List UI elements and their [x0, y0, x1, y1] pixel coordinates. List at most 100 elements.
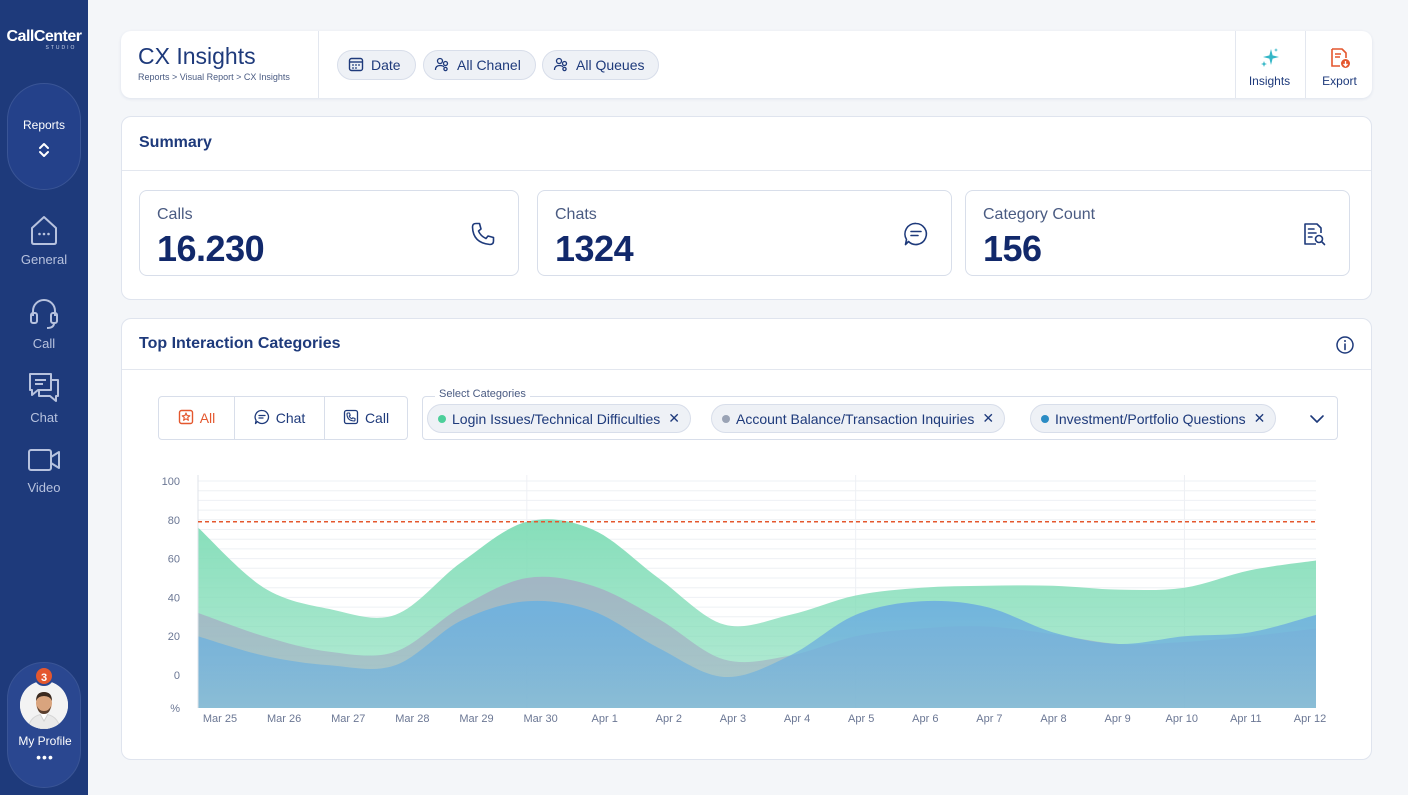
category-select-label: Select Categories — [435, 388, 530, 400]
breadcrumb[interactable]: Reports > Visual Report > CX Insights — [138, 72, 290, 82]
stat-label: Calls — [157, 206, 193, 223]
stat-card-category-count: Category Count 156 — [965, 190, 1350, 276]
export-button[interactable]: Export — [1305, 31, 1373, 98]
interaction-area-chart: 100 80 60 40 20 0% Mar 25 Mar 26 Mar 27 Mar 28 Mar… — [162, 475, 1326, 725]
users-icon — [553, 56, 576, 75]
y-tick-label: 80 — [168, 515, 180, 527]
stat-card-chats: Chats 1324 — [537, 190, 952, 276]
page-title: CX Insights — [138, 43, 256, 69]
channel-option-label: Call — [364, 410, 390, 426]
x-tick-label: Mar 28 — [395, 713, 429, 725]
channel-toggle: All Chat Call — [158, 396, 408, 440]
sidebar-item-label: Call — [32, 336, 56, 351]
y-tick-label: 40 — [168, 592, 180, 604]
x-tick-label: Apr 8 — [1040, 713, 1066, 725]
notification-badge: 3 — [34, 666, 54, 686]
phone-icon — [343, 409, 365, 428]
sidebar-item-label: Chat — [30, 410, 58, 425]
logo-text: CallCenter — [6, 28, 82, 45]
profile-label: My Profile — [18, 734, 72, 748]
category-tag-label: Login Issues/Technical Difficulties — [452, 410, 661, 427]
category-select[interactable]: Select Categories Login Issues/Technical… — [422, 388, 1338, 440]
reports-switcher[interactable]: Reports — [7, 83, 81, 190]
x-tick-label: Apr 6 — [912, 713, 938, 725]
x-tick-label: Apr 12 — [1294, 713, 1326, 725]
video-icon — [0, 446, 88, 474]
category-color-dot — [1041, 414, 1049, 423]
export-label: Export — [1322, 74, 1357, 88]
close-icon[interactable]: ✕ — [1253, 410, 1266, 426]
close-icon[interactable]: ✕ — [668, 410, 681, 426]
x-tick-label: Mar 27 — [331, 713, 365, 725]
sidebar-item-chat[interactable]: Chat — [0, 370, 88, 425]
y-tick-label: % — [170, 703, 180, 715]
channel-option-all[interactable]: All — [159, 397, 235, 439]
sidebar-item-call[interactable]: Call — [0, 296, 88, 351]
message-icon — [254, 409, 276, 428]
chevron-down-icon[interactable] — [1309, 411, 1325, 432]
reports-label: Reports — [22, 118, 66, 132]
category-color-dot — [438, 414, 446, 423]
x-tick-label: Apr 3 — [720, 713, 746, 725]
y-tick-label: 20 — [168, 631, 180, 643]
x-tick-label: Mar 29 — [459, 713, 493, 725]
x-tick-label: Mar 25 — [203, 713, 237, 725]
category-tag-label: Investment/Portfolio Questions — [1055, 410, 1246, 427]
info-icon[interactable] — [1335, 335, 1355, 360]
more-options-icon[interactable]: ••• — [36, 749, 54, 765]
stat-value: 16.230 — [157, 228, 265, 269]
categories-header: Top Interaction Categories — [122, 319, 1371, 370]
home-icon — [0, 214, 88, 246]
x-tick-label: Apr 10 — [1166, 713, 1198, 725]
date-filter-button[interactable]: Date — [337, 50, 416, 80]
stat-value: 156 — [983, 228, 1042, 269]
sidebar: CallCenter STUDIO Reports General Call C… — [0, 0, 88, 795]
filter-label: All Queues — [576, 57, 645, 73]
category-color-dot — [722, 414, 730, 423]
y-tick-label: 60 — [168, 554, 180, 566]
x-tick-label: Apr 4 — [784, 713, 810, 725]
x-tick-label: Apr 9 — [1104, 713, 1130, 725]
insights-label: Insights — [1248, 74, 1291, 88]
x-tick-label: Apr 1 — [592, 713, 618, 725]
summary-title: Summary — [139, 134, 212, 151]
channel-filter-button[interactable]: All Chanel — [423, 50, 536, 80]
x-tick-label: Apr 7 — [976, 713, 1002, 725]
categories-title: Top Interaction Categories — [139, 335, 341, 352]
channel-option-call[interactable]: Call — [325, 397, 407, 439]
category-tag: Investment/Portfolio Questions ✕ — [1030, 404, 1277, 433]
channel-option-label: Chat — [275, 410, 306, 426]
insights-button[interactable]: Insights — [1235, 31, 1303, 98]
sparkles-icon — [1236, 47, 1303, 69]
x-tick-label: Mar 26 — [267, 713, 301, 725]
close-icon[interactable]: ✕ — [982, 410, 995, 426]
category-tag-label: Account Balance/Transaction Inquiries — [736, 410, 975, 427]
x-tick-label: Apr 5 — [848, 713, 874, 725]
stat-card-calls: Calls 16.230 — [139, 190, 519, 276]
categories-card: Top Interaction Categories All Chat Call… — [121, 318, 1372, 760]
headset-icon — [0, 296, 88, 330]
filter-label: Date — [371, 57, 401, 73]
channel-option-chat[interactable]: Chat — [235, 397, 325, 439]
sidebar-item-label: General — [20, 252, 68, 267]
summary-header: Summary — [122, 117, 1371, 171]
app-logo[interactable]: CallCenter STUDIO — [0, 28, 88, 51]
sidebar-item-video[interactable]: Video — [0, 446, 88, 495]
sidebar-item-label: Video — [27, 480, 61, 495]
x-tick-label: Apr 11 — [1230, 713, 1262, 725]
stat-label: Category Count — [983, 206, 1096, 223]
stat-label: Chats — [555, 206, 597, 223]
stat-value: 1324 — [555, 228, 634, 269]
logo-subtext: STUDIO — [45, 45, 77, 51]
avatar[interactable] — [20, 681, 68, 729]
my-profile[interactable]: 3 My Profile ••• — [7, 662, 81, 788]
queues-filter-button[interactable]: All Queues — [542, 50, 660, 80]
chat-icon — [0, 370, 88, 404]
calendar-icon — [348, 56, 371, 75]
y-tick-label: 0 — [174, 670, 180, 682]
x-tick-label: Mar 30 — [523, 713, 557, 725]
sidebar-item-general[interactable]: General — [0, 214, 88, 267]
filter-label: All Chanel — [457, 57, 521, 73]
star-icon — [178, 409, 200, 428]
users-icon — [434, 56, 457, 75]
